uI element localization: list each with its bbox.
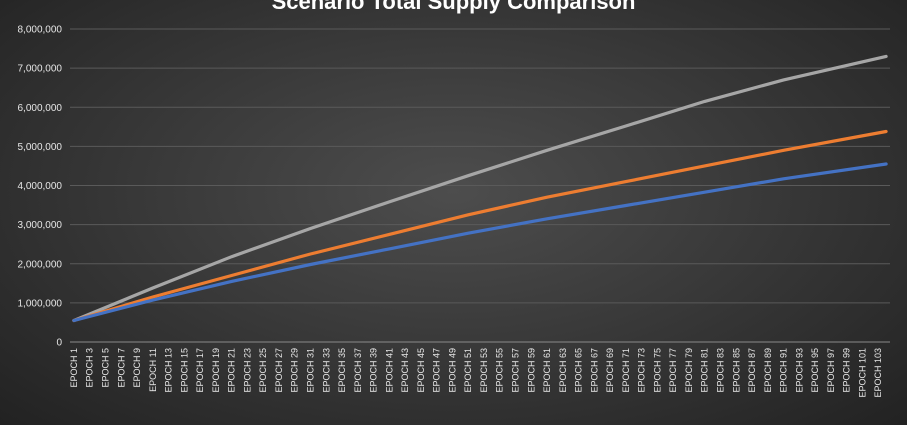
x-tick-label: EPOCH 15	[179, 348, 189, 393]
x-tick-label: EPOCH 13	[164, 348, 174, 393]
x-tick-label: EPOCH 99	[842, 348, 852, 393]
x-tick-label: EPOCH 53	[479, 348, 489, 393]
x-tick-label: EPOCH 27	[274, 348, 284, 393]
y-tick-label: 3,000,000	[18, 220, 63, 231]
x-tick-label: EPOCH 3	[85, 348, 95, 388]
x-tick-label: EPOCH 61	[542, 348, 552, 393]
x-tick-label: EPOCH 33	[321, 348, 331, 393]
y-tick-label: 6,000,000	[18, 103, 63, 114]
x-tick-label: EPOCH 39	[369, 348, 379, 393]
series-line-2	[72, 129, 888, 323]
x-tick-label: EPOCH 49	[447, 348, 457, 393]
y-tick-label: 2,000,000	[18, 259, 63, 270]
x-tick-label: EPOCH 51	[463, 348, 473, 393]
y-tick-label: 5,000,000	[18, 142, 63, 153]
x-tick-label: EPOCH 55	[495, 348, 505, 393]
x-tick-label: EPOCH 73	[637, 348, 647, 393]
x-tick-label: EPOCH 23	[242, 348, 252, 393]
x-tick-label: EPOCH 81	[700, 348, 710, 393]
series-line-3	[72, 162, 888, 323]
y-tick-label: 0	[56, 338, 62, 349]
x-tick-label: EPOCH 91	[779, 348, 789, 393]
x-tick-label: EPOCH 71	[621, 348, 631, 393]
x-tick-label: EPOCH 79	[684, 348, 694, 393]
x-tick-label: EPOCH 101	[857, 348, 867, 398]
x-tick-label: EPOCH 59	[526, 348, 536, 393]
x-tick-label: EPOCH 21	[227, 348, 237, 393]
x-tick-label: EPOCH 85	[731, 348, 741, 393]
y-tick-label: 1,000,000	[18, 298, 63, 309]
x-tick-label: EPOCH 31	[305, 348, 315, 393]
y-tick-label: 4,000,000	[18, 181, 63, 192]
x-tick-label: EPOCH 43	[400, 348, 410, 393]
x-tick-label: EPOCH 45	[416, 348, 426, 393]
x-tick-label: EPOCH 9	[132, 348, 142, 388]
x-tick-label: EPOCH 25	[258, 348, 268, 393]
x-tick-label: EPOCH 7	[116, 348, 126, 388]
x-tick-label: EPOCH 35	[337, 348, 347, 393]
x-tick-label: EPOCH 47	[432, 348, 442, 393]
x-tick-label: EPOCH 75	[652, 348, 662, 393]
x-tick-label: EPOCH 63	[558, 348, 568, 393]
y-tick-label: 7,000,000	[18, 64, 63, 75]
x-tick-label: EPOCH 103	[873, 348, 883, 398]
chart-title: Scenario Total Supply Comparison	[271, 0, 636, 14]
x-tick-label: EPOCH 65	[574, 348, 584, 393]
x-tick-label: EPOCH 19	[211, 348, 221, 393]
x-tick-label: EPOCH 93	[794, 348, 804, 393]
x-tick-label: EPOCH 41	[384, 348, 394, 393]
x-tick-label: EPOCH 5	[100, 348, 110, 388]
x-tick-label: EPOCH 67	[589, 348, 599, 393]
series-line-1	[72, 54, 888, 323]
x-tick-label: EPOCH 37	[353, 348, 363, 393]
x-tick-label: EPOCH 29	[290, 348, 300, 393]
x-tick-label: EPOCH 87	[747, 348, 757, 393]
x-tick-label: EPOCH 1	[69, 348, 79, 388]
x-tick-label: EPOCH 17	[195, 348, 205, 393]
x-tick-label: EPOCH 83	[715, 348, 725, 393]
y-tick-label: 8,000,000	[18, 25, 63, 36]
x-tick-label: EPOCH 95	[810, 348, 820, 393]
x-tick-label: EPOCH 69	[605, 348, 615, 393]
x-tick-label: EPOCH 77	[668, 348, 678, 393]
x-tick-label: EPOCH 57	[510, 348, 520, 393]
x-tick-label: EPOCH 97	[826, 348, 836, 393]
x-tick-label: EPOCH 11	[148, 348, 158, 392]
x-tick-label: EPOCH 89	[763, 348, 773, 393]
